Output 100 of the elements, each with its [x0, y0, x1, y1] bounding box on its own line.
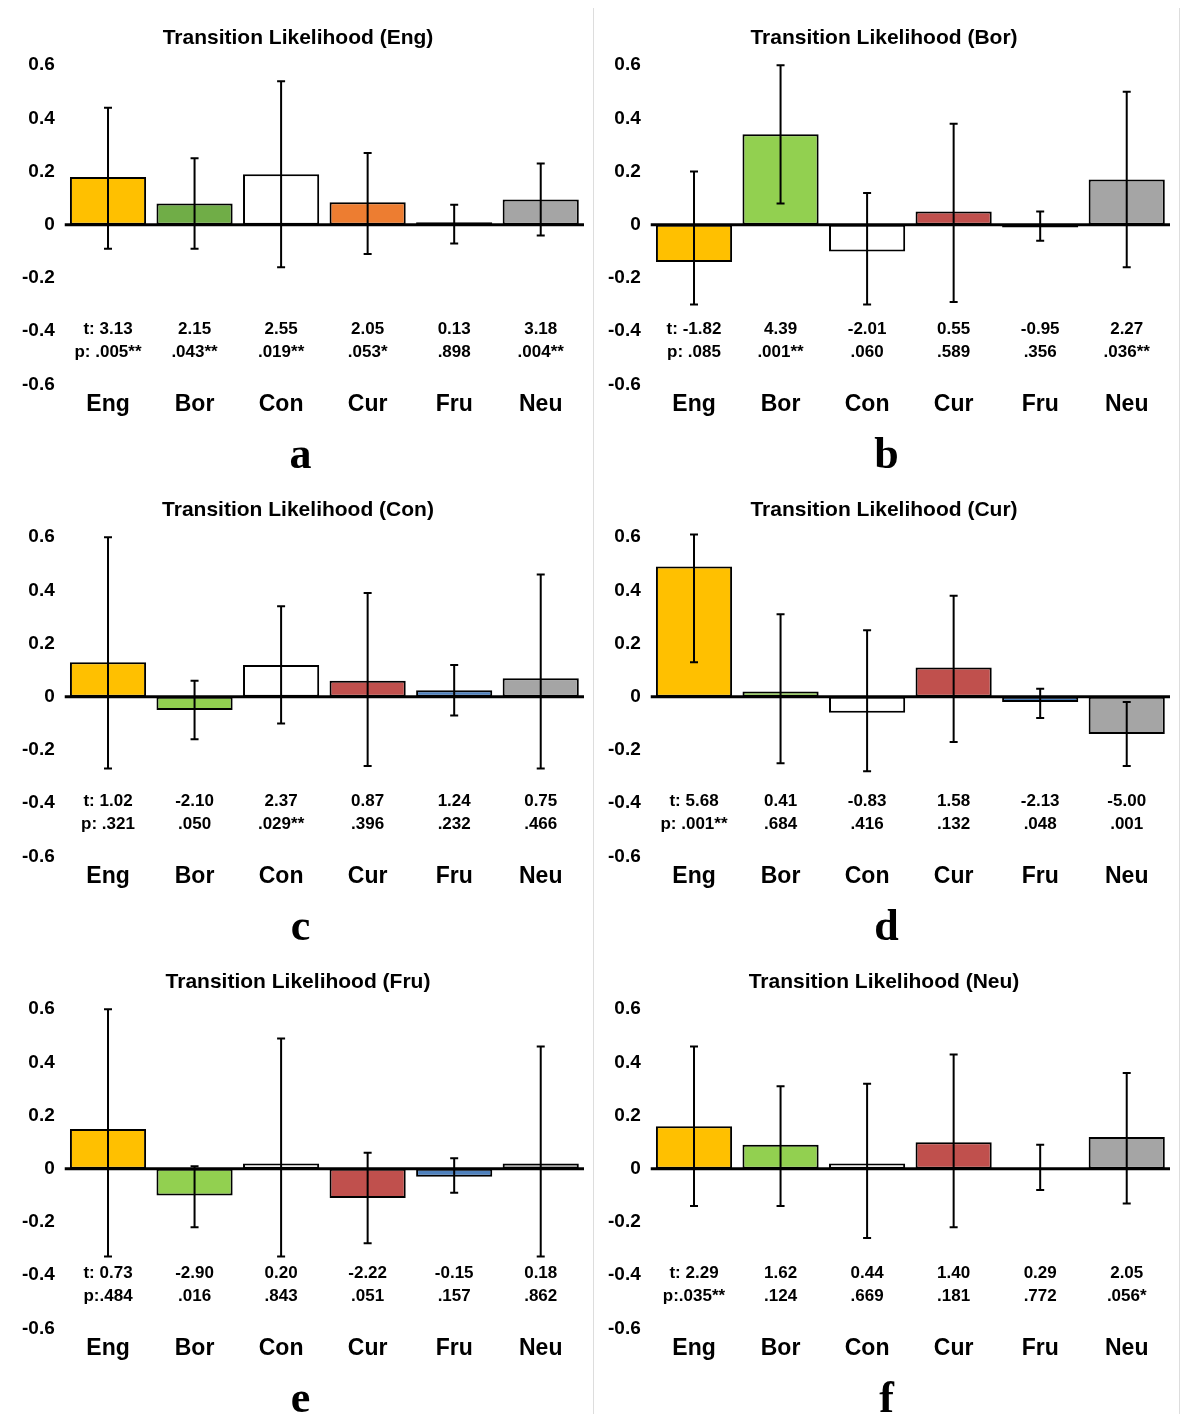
annotation: 1.62 .124: [764, 1262, 798, 1305]
x-tick-label: Con: [844, 861, 890, 888]
annotation: 0.55 .589: [937, 318, 971, 361]
y-tick-label: 0.4: [28, 1050, 56, 1072]
y-tick-label: 0.6: [28, 525, 55, 547]
x-tick-label: Neu: [1105, 389, 1149, 416]
x-tick-label: Neu: [519, 389, 563, 416]
annotation: 2.05 .053*: [347, 318, 388, 361]
y-tick-label: -0.4: [21, 319, 56, 341]
annotation: 4.39 .001**: [757, 318, 805, 361]
x-tick-label: Con: [844, 1333, 890, 1360]
annotation: t: 5.68 p: .001**: [660, 790, 728, 833]
annotation: 0.29 .772: [1023, 1262, 1057, 1305]
y-tick-label: -0.4: [21, 1263, 56, 1285]
x-tick-label: Con: [258, 1333, 304, 1360]
y-tick-label: -0.6: [21, 844, 55, 866]
annotation: 3.18 .004**: [517, 318, 565, 361]
y-tick-label: 0.6: [28, 997, 55, 1019]
annotation: 2.15 .043**: [171, 318, 219, 361]
annotation: -2.01 .060: [847, 318, 887, 361]
x-tick-label: Bor: [760, 389, 801, 416]
x-tick-label: Eng: [672, 389, 716, 416]
x-tick-label: Fru: [435, 861, 473, 888]
y-tick-label: -0.4: [607, 1263, 642, 1285]
y-tick-label: 0: [630, 1157, 641, 1179]
x-tick-label: Fru: [1021, 861, 1059, 888]
y-tick-label: 0.2: [614, 159, 641, 181]
y-tick-label: -0.4: [607, 319, 642, 341]
y-tick-label: -0.6: [607, 372, 641, 394]
x-tick-label: Neu: [1105, 1333, 1149, 1360]
annotation: 2.55 .019**: [257, 318, 305, 361]
annotation: 0.18 .862: [524, 1262, 558, 1305]
x-tick-label: Cur: [347, 389, 388, 416]
annotation: t: 3.13 p: .005**: [74, 318, 142, 361]
chart-title: Transition Likelihood (Eng): [162, 25, 434, 49]
x-tick-label: Bor: [174, 861, 215, 888]
annotation: -5.00 .001: [1107, 790, 1147, 833]
annotation: 0.87 .396: [351, 790, 385, 833]
annotation: 0.44 .669: [850, 1262, 885, 1305]
annotation: 0.20 .843: [264, 1262, 298, 1305]
x-tick-label: Fru: [1021, 1333, 1059, 1360]
annotation: t: 1.02 p: .321: [81, 790, 135, 833]
annotation: -0.83 .416: [847, 790, 887, 833]
annotation: -2.10 .050: [175, 790, 214, 833]
x-tick-label: Cur: [347, 861, 388, 888]
x-tick-label: Con: [844, 389, 890, 416]
annotation: 0.41 .684: [764, 790, 798, 833]
y-tick-label: -0.2: [607, 738, 641, 760]
y-tick-label: 0.2: [28, 1103, 55, 1125]
x-tick-label: Bor: [174, 389, 215, 416]
annotation: 0.75 .466: [524, 790, 558, 833]
x-tick-label: Con: [258, 861, 304, 888]
y-tick-label: -0.6: [607, 1316, 641, 1338]
annotation: t: 2.29 p:.035**: [662, 1262, 726, 1305]
text: f: [878, 1372, 896, 1414]
x-tick-label: Cur: [933, 861, 974, 888]
x-tick-label: Bor: [174, 1333, 215, 1360]
annotation: -2.22 .051: [348, 1262, 388, 1305]
y-tick-label: -0.6: [21, 1316, 55, 1338]
y-tick-label: 0: [44, 1157, 55, 1179]
annotation: 2.37 .029**: [257, 790, 305, 833]
x-tick-label: Fru: [435, 389, 473, 416]
x-tick-label: Cur: [347, 1333, 388, 1360]
y-tick-label: 0.4: [614, 1050, 642, 1072]
y-tick-label: 0.4: [28, 106, 56, 128]
x-tick-label: Neu: [519, 861, 563, 888]
y-tick-label: 0.4: [614, 578, 642, 600]
y-tick-label: 0.6: [614, 53, 641, 75]
x-tick-label: Bor: [760, 1333, 801, 1360]
text: d: [873, 900, 900, 952]
chart-title: Transition Likelihood (Neu): [748, 969, 1020, 993]
x-tick-label: Bor: [760, 861, 801, 888]
annotation: -0.95 .356: [1020, 318, 1060, 361]
y-tick-label: 0.6: [28, 53, 55, 75]
text: e: [289, 1372, 312, 1414]
x-tick-label: Neu: [519, 1333, 563, 1360]
x-tick-label: Cur: [933, 389, 974, 416]
y-tick-label: -0.2: [21, 738, 55, 760]
y-tick-label: -0.2: [607, 1210, 641, 1232]
y-tick-label: 0.2: [28, 631, 55, 653]
y-tick-label: -0.6: [21, 372, 55, 394]
annotation: -2.13 .048: [1020, 790, 1060, 833]
y-tick-label: -0.4: [607, 791, 642, 813]
x-tick-label: Eng: [86, 861, 130, 888]
x-tick-label: Cur: [933, 1333, 974, 1360]
chart-title: Transition Likelihood (Con): [162, 497, 434, 521]
y-tick-label: 0.4: [614, 106, 642, 128]
annotation: 2.05 .056*: [1106, 1262, 1147, 1305]
y-tick-label: 0.2: [28, 159, 55, 181]
y-tick-label: 0.2: [614, 631, 641, 653]
chart-title: Transition Likelihood (Cur): [750, 497, 1018, 521]
x-tick-label: Eng: [86, 1333, 130, 1360]
annotation: -2.90 .016: [175, 1262, 214, 1305]
text: b: [873, 428, 900, 480]
y-tick-label: 0: [630, 213, 641, 235]
y-tick-label: 0.6: [614, 525, 641, 547]
y-tick-label: -0.4: [21, 791, 56, 813]
annotation: 1.58 .132: [937, 790, 971, 833]
text: c: [289, 900, 312, 952]
y-tick-label: -0.2: [607, 266, 641, 288]
